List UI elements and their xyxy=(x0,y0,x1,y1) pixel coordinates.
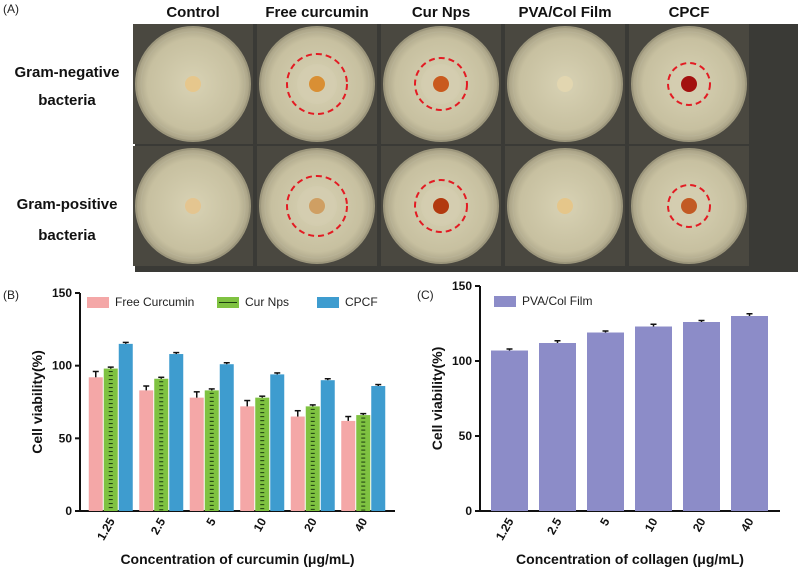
bar xyxy=(635,326,672,511)
column-header: CPCF xyxy=(669,4,710,21)
sample-disc xyxy=(433,76,449,92)
bar xyxy=(341,420,356,511)
bar xyxy=(491,350,528,511)
legend-label: Free Curcumin xyxy=(115,295,194,309)
y-tick-label: 100 xyxy=(452,354,472,368)
bar xyxy=(189,397,204,511)
x-tick-label: 20 xyxy=(301,515,320,534)
chart-b: 0 50 100 150 Cell viability(%) Concentration … xyxy=(29,286,395,567)
legend-label: PVA/Col Film xyxy=(522,294,592,308)
bar xyxy=(539,343,576,511)
x-tick-label: 10 xyxy=(251,515,270,534)
y-tick-label: 150 xyxy=(452,279,472,293)
dish-rim xyxy=(388,31,494,137)
bar xyxy=(169,354,184,511)
dish-rim xyxy=(636,31,742,137)
chart-c: 0 50 100 150 Cell viability(%) Concentration … xyxy=(429,279,780,567)
bar xyxy=(255,397,270,511)
bar xyxy=(290,416,305,511)
bar xyxy=(270,374,285,511)
bar xyxy=(240,406,255,511)
sample-disc xyxy=(309,76,325,92)
bar xyxy=(683,322,720,511)
y-tick-label: 50 xyxy=(459,429,473,443)
y-tick-label: 0 xyxy=(465,504,472,518)
dish-rim xyxy=(264,153,370,259)
sample-disc xyxy=(681,198,697,214)
x-tick-label: 10 xyxy=(642,515,661,534)
bar xyxy=(320,380,335,511)
y-tick-label: 0 xyxy=(65,504,72,518)
row-header: Gram-negative xyxy=(14,64,119,81)
dish-rim xyxy=(512,153,618,259)
panel-a-label: (A) xyxy=(3,2,19,16)
bar xyxy=(219,364,234,511)
x-tick-label: 1.25 xyxy=(94,515,118,543)
x-axis-title: Concentration of collagen (μg/mL) xyxy=(516,551,744,567)
x-tick-label: 1.25 xyxy=(493,515,517,543)
legend-swatch xyxy=(87,297,109,308)
bar xyxy=(305,406,320,511)
dish-rim xyxy=(636,153,742,259)
panel-c-label: (C) xyxy=(417,288,434,302)
x-tick-label: 5 xyxy=(203,515,219,528)
sample-disc xyxy=(681,76,697,92)
zone-marker xyxy=(286,175,348,237)
bar xyxy=(204,390,219,511)
bar xyxy=(139,390,154,511)
dish-rim xyxy=(512,31,618,137)
dish-rim xyxy=(140,153,246,259)
legend-label: Cur Nps xyxy=(245,295,289,309)
zone-marker xyxy=(414,179,468,233)
x-axis-title: Concentration of curcumin (μg/mL) xyxy=(120,551,354,567)
zone-marker xyxy=(286,53,348,115)
legend-swatch xyxy=(317,297,339,308)
x-tick-label: 5 xyxy=(597,515,613,528)
row-header-sub: bacteria xyxy=(38,227,96,244)
x-tick-label: 2.5 xyxy=(544,515,565,537)
sample-disc xyxy=(185,198,201,214)
plate-grid: Control Free curcumin Cur Nps PVA/Col Film C… xyxy=(14,4,798,272)
sample-disc xyxy=(557,76,573,92)
row-header: Gram-positive xyxy=(17,196,118,213)
dish-rim xyxy=(140,31,246,137)
y-tick-label: 100 xyxy=(52,359,72,373)
bar xyxy=(371,386,386,511)
row-header-sub: bacteria xyxy=(38,92,96,109)
bar xyxy=(88,377,103,511)
x-tick-label: 40 xyxy=(738,515,757,534)
sample-disc xyxy=(433,198,449,214)
x-tick-label: 20 xyxy=(690,515,709,534)
zone-marker xyxy=(667,184,711,228)
column-header: Free curcumin xyxy=(265,4,368,21)
panel-b-label: (B) xyxy=(3,288,19,302)
zone-marker xyxy=(667,62,711,106)
column-header: Cur Nps xyxy=(412,4,470,21)
dish-rim xyxy=(388,153,494,259)
y-axis-title: Cell viability(%) xyxy=(429,347,445,450)
column-header: PVA/Col Film xyxy=(518,4,611,21)
column-header: Control xyxy=(166,4,219,21)
x-tick-label: 40 xyxy=(352,515,371,534)
y-tick-label: 50 xyxy=(59,431,73,445)
x-tick-label: 2.5 xyxy=(148,515,169,537)
bar xyxy=(356,415,371,511)
bar xyxy=(118,343,133,511)
sample-disc xyxy=(309,198,325,214)
bar xyxy=(587,332,624,511)
legend-swatch xyxy=(494,296,516,307)
y-axis-title: Cell viability(%) xyxy=(29,350,45,453)
bar xyxy=(154,378,169,511)
legend-label: CPCF xyxy=(345,295,378,309)
zone-marker xyxy=(414,57,468,111)
sample-disc xyxy=(185,76,201,92)
sample-disc xyxy=(557,198,573,214)
bar xyxy=(731,316,768,511)
dish-rim xyxy=(264,31,370,137)
y-tick-label: 150 xyxy=(52,286,72,300)
